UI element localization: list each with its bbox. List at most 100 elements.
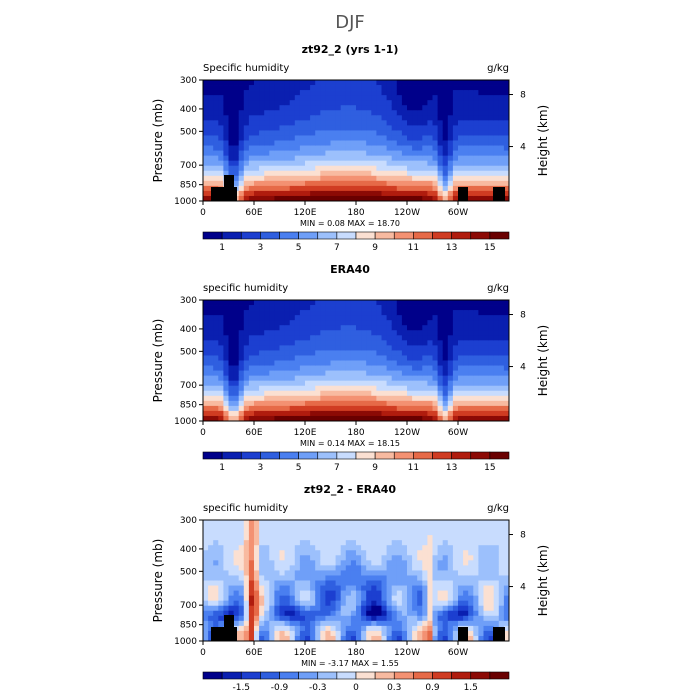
heatmap-cell (381, 150, 387, 157)
heatmap-cell (269, 110, 275, 116)
heatmap-cell (417, 195, 423, 202)
heatmap-cell (243, 560, 250, 566)
heatmap-cell (289, 325, 296, 331)
heatmap-cell (320, 180, 326, 187)
heatmap-cell (503, 120, 510, 126)
heatmap-cell (366, 375, 372, 382)
heatmap-cell (356, 325, 362, 331)
heatmap-cell (503, 330, 510, 336)
heatmap-cell (422, 340, 428, 346)
heatmap-cell (407, 385, 413, 392)
heatmap-cell (254, 365, 260, 371)
heatmap-cell (386, 520, 393, 526)
heatmap-cell (325, 530, 331, 536)
heatmap-cell (483, 145, 489, 151)
heatmap-cell (345, 105, 352, 111)
heatmap-cell (478, 395, 484, 402)
heatmap-cell (503, 630, 510, 637)
heatmap-cell (478, 555, 484, 561)
heatmap-cell (243, 160, 250, 167)
heatmap-cell (381, 125, 387, 131)
heatmap-cell (213, 335, 219, 341)
heatmap-cell (310, 305, 316, 311)
heatmap-cell (305, 610, 311, 617)
heatmap-cell (335, 90, 342, 96)
heatmap-cell (213, 410, 219, 417)
heatmap-cell (361, 160, 367, 167)
heatmap-cell (238, 410, 245, 417)
heatmap-cell (340, 580, 347, 586)
heatmap-cell (254, 120, 260, 126)
colorbar-label: 5 (296, 243, 302, 253)
heatmap-cell (412, 175, 418, 182)
heatmap-cell (340, 80, 347, 86)
heatmap-cell (269, 400, 275, 407)
heatmap-cell (330, 195, 336, 202)
heatmap-cell (503, 625, 510, 632)
heatmap-cell (458, 145, 464, 151)
heatmap-cell (488, 135, 495, 141)
heatmap-cell (361, 110, 367, 116)
heatmap-cell (248, 575, 255, 581)
heatmap-cell (248, 585, 255, 591)
heatmap-cell (503, 535, 510, 541)
heatmap-cell (213, 590, 219, 597)
heatmap-cell (320, 160, 326, 167)
heatmap-cell (391, 400, 398, 407)
heatmap-cell (259, 130, 265, 136)
heatmap-cell (407, 90, 413, 96)
heatmap-cell (391, 630, 398, 637)
heatmap-cell (437, 600, 444, 607)
heatmap-cell (259, 385, 265, 392)
heatmap-cell (376, 340, 382, 346)
heatmap-cell (412, 625, 418, 632)
heatmap-cell (468, 345, 474, 351)
heatmap-cell (248, 340, 255, 346)
heatmap-cell (371, 625, 377, 632)
heatmap-cell (228, 300, 234, 306)
colorbar-label: 7 (334, 243, 340, 253)
heatmap-cell (208, 530, 214, 536)
heatmap-cell (361, 115, 367, 121)
heatmap-cell (427, 185, 433, 192)
heatmap-cell (238, 375, 245, 382)
heatmap-cell (437, 395, 444, 402)
heatmap-cell (279, 105, 285, 111)
heatmap-cell (427, 360, 433, 366)
heatmap-cell (432, 415, 438, 422)
heatmap-cell (254, 390, 260, 397)
heatmap-cell (284, 95, 291, 101)
heatmap-cell (228, 520, 234, 526)
heatmap-cell (233, 360, 240, 366)
heatmap-cell (422, 525, 428, 531)
heatmap-cell (417, 395, 423, 402)
heatmap-cell (264, 325, 270, 331)
heatmap-cell (396, 350, 403, 356)
heatmap-cell (320, 100, 326, 106)
heatmap-cell (473, 175, 479, 182)
heatmap-cell (422, 550, 428, 556)
heatmap-cell (437, 345, 444, 351)
heatmap-cell (223, 345, 229, 351)
heatmap-cell (488, 115, 495, 121)
heatmap-cell (371, 535, 377, 541)
heatmap-cell (203, 615, 209, 622)
heatmap-cell (330, 90, 336, 96)
heatmap-cell (407, 550, 413, 556)
heatmap-cell (340, 130, 347, 136)
heatmap-cell (422, 570, 428, 576)
heatmap-cell (299, 315, 306, 321)
heatmap-cell (366, 635, 372, 642)
heatmap-cell (493, 415, 500, 422)
heatmap-cell (284, 300, 291, 306)
y-tick-label: 500 (180, 567, 197, 577)
heatmap-cell (274, 365, 280, 371)
heatmap-cell (488, 105, 495, 111)
heatmap-cell (289, 145, 296, 151)
heatmap-cell (345, 120, 352, 126)
heatmap-cell (254, 635, 260, 642)
heatmap-cell (396, 170, 403, 177)
heatmap-cell (366, 340, 372, 346)
heatmap-cell (442, 300, 449, 306)
heatmap-cell (396, 595, 403, 602)
